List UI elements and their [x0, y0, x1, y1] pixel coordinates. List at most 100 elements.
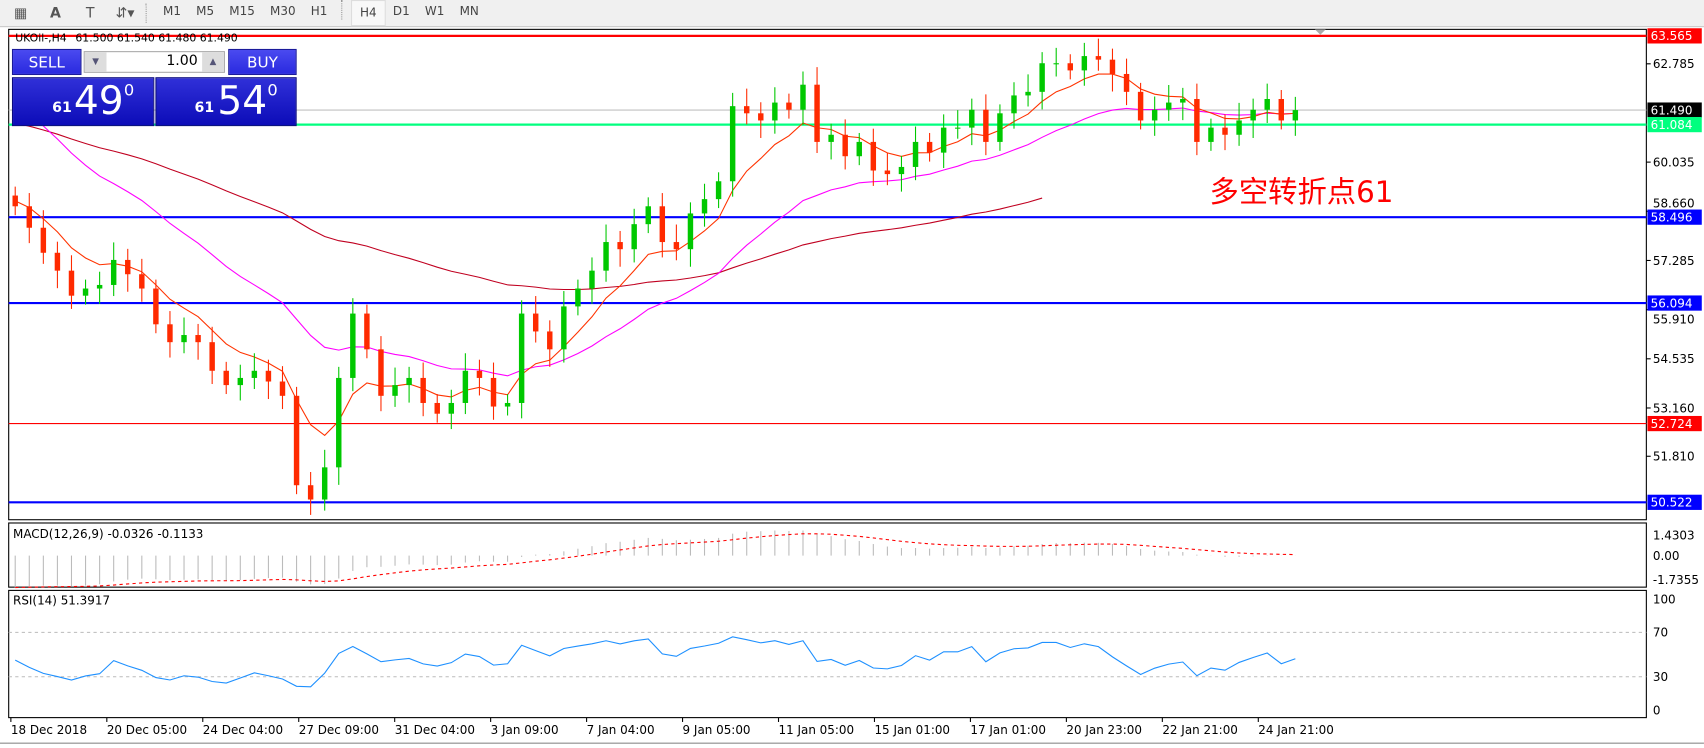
- time-label: 11 Jan 05:00: [779, 723, 855, 737]
- lot-increase-button[interactable]: ▲: [202, 52, 224, 72]
- candle-body: [434, 402, 440, 414]
- timeframe-w1[interactable]: W1: [424, 4, 445, 19]
- timeframe-m1[interactable]: M1: [163, 4, 181, 19]
- buy-price[interactable]: 61 54 0: [155, 77, 297, 127]
- candle-body: [251, 370, 258, 378]
- timeframe-h4[interactable]: H4: [351, 0, 386, 27]
- lot-size-input[interactable]: ▼ 1.00 ▲: [83, 51, 225, 73]
- candle-body: [912, 141, 919, 167]
- candle-body: [1039, 63, 1045, 92]
- candle-body: [631, 224, 637, 250]
- candle-body: [1236, 120, 1242, 135]
- shift-marker-icon[interactable]: [1314, 29, 1326, 35]
- sell-button[interactable]: SELL: [11, 48, 82, 76]
- candle-body: [110, 259, 117, 285]
- candle-body: [1095, 56, 1102, 60]
- candle-body: [1208, 127, 1214, 142]
- time-label: 9 Jan 05:00: [683, 723, 751, 737]
- price-label-bg: [1647, 116, 1702, 133]
- candle-body: [1081, 56, 1088, 71]
- candle-body: [926, 141, 933, 153]
- candle-body: [462, 370, 469, 403]
- candle-body: [1123, 73, 1130, 92]
- candle-body: [955, 127, 961, 129]
- price-tick-label: 62.785: [1653, 57, 1695, 71]
- time-label: 20 Dec 05:00: [107, 723, 187, 737]
- candle-body: [96, 284, 103, 289]
- price-tick-label: 51.810: [1653, 450, 1695, 464]
- candle-body: [153, 288, 159, 325]
- timeframe-m15[interactable]: M15: [229, 4, 255, 19]
- candle-body: [518, 313, 525, 403]
- grid-fibo-icon[interactable]: ▦: [13, 4, 28, 22]
- candle-body: [26, 206, 32, 228]
- timeframe-mn[interactable]: MN: [459, 4, 479, 19]
- time-label: 22 Jan 21:00: [1162, 723, 1238, 737]
- price-label-bg: [1647, 28, 1702, 44]
- sell-price[interactable]: 61 49 0: [11, 77, 155, 127]
- price-label-bg: [1647, 209, 1702, 225]
- annotation-text[interactable]: 多空转折点61: [1209, 175, 1393, 209]
- timeframe-d1[interactable]: D1: [392, 4, 410, 19]
- candle-body: [532, 313, 539, 332]
- timeframe-m30[interactable]: M30: [270, 4, 296, 19]
- candle-body: [293, 395, 300, 486]
- one-click-trading-panel: SELL ▼ 1.00 ▲ BUY 61 49 0 61 54 0: [11, 48, 297, 127]
- buy-price-sup: 0: [267, 80, 278, 101]
- candle-body: [547, 331, 553, 350]
- candle-body: [54, 252, 61, 271]
- candle-body: [364, 313, 370, 350]
- price-tick-label: 57.285: [1653, 254, 1695, 268]
- time-label: 31 Dec 04:00: [395, 723, 475, 737]
- chart-area[interactable]: 62.785 60.035 58.660 57.285 55.910 54.535 53.1…: [0, 27, 1704, 747]
- candle-body: [997, 113, 1003, 142]
- candle-body: [321, 467, 328, 500]
- price-label: 63.565: [1651, 29, 1693, 43]
- time-label: 27 Dec 09:00: [299, 723, 379, 737]
- rsi-panel: [8, 589, 1647, 719]
- rsi-tick-label: 70: [1653, 626, 1668, 640]
- candle-body: [561, 306, 567, 350]
- candle-body: [125, 259, 131, 275]
- candle-body: [223, 370, 229, 386]
- candle-body: [12, 195, 18, 207]
- arrows-icon[interactable]: ⇵▾: [115, 4, 135, 22]
- candle-body: [406, 377, 412, 386]
- time-label: 20 Jan 23:00: [1066, 723, 1142, 737]
- time-label: 24 Dec 04:00: [203, 723, 283, 737]
- macd-signal-line: [15, 533, 1296, 589]
- text-label-icon[interactable]: T: [85, 4, 95, 22]
- rsi-label: RSI(14) 51.3917: [13, 594, 110, 608]
- candle-body: [645, 206, 651, 225]
- price-tick-label: 54.535: [1653, 352, 1695, 366]
- price-label: 61.084: [1651, 118, 1693, 132]
- price-tick-label: 53.160: [1653, 401, 1695, 415]
- candle-body: [729, 106, 736, 182]
- candle-body: [265, 370, 272, 382]
- candle-body: [870, 141, 877, 171]
- buy-price-prefix: 61: [194, 100, 215, 117]
- time-label: 3 Jan 09:00: [491, 723, 559, 737]
- text-icon[interactable]: A: [49, 4, 61, 22]
- candle-body: [856, 141, 862, 157]
- candle-body: [420, 377, 426, 403]
- candle-body: [1180, 98, 1186, 103]
- price-label-bg: [1647, 102, 1702, 118]
- candle-body: [701, 199, 708, 214]
- candle-body: [814, 84, 820, 142]
- time-label: 7 Jan 04:00: [587, 723, 655, 737]
- time-label: 15 Jan 01:00: [874, 723, 950, 737]
- candle-body: [336, 377, 342, 468]
- price-tick-label: 60.035: [1653, 155, 1695, 169]
- timeframe-h1[interactable]: H1: [310, 4, 328, 19]
- candle-body: [181, 335, 187, 343]
- buy-button[interactable]: BUY: [228, 48, 297, 76]
- candle-body: [589, 270, 595, 289]
- candle-body: [884, 170, 891, 175]
- lot-decrease-button[interactable]: ▼: [84, 52, 107, 72]
- lot-value[interactable]: 1.00: [166, 53, 198, 70]
- candle-body: [1278, 98, 1284, 121]
- candle-body: [1264, 98, 1270, 110]
- rsi-tick-label: 100: [1653, 592, 1676, 606]
- timeframe-m5[interactable]: M5: [196, 4, 215, 19]
